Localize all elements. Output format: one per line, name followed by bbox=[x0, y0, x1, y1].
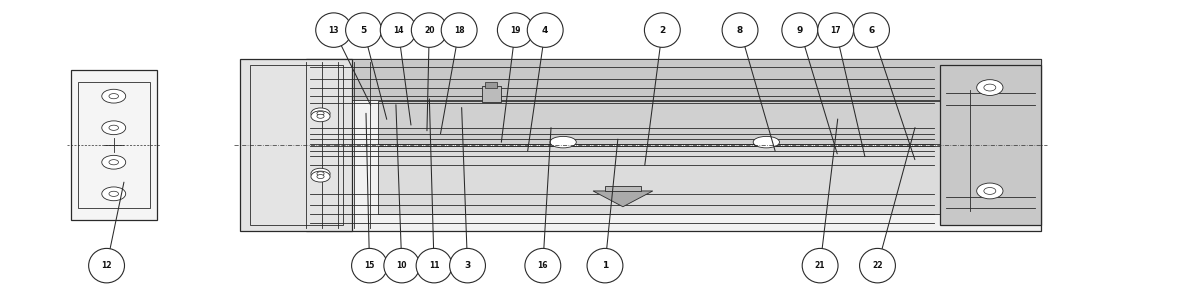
Ellipse shape bbox=[976, 183, 1003, 199]
Text: 8: 8 bbox=[737, 26, 743, 35]
Ellipse shape bbox=[587, 249, 623, 283]
Ellipse shape bbox=[818, 13, 854, 47]
Ellipse shape bbox=[109, 94, 119, 99]
Ellipse shape bbox=[102, 89, 126, 103]
Ellipse shape bbox=[317, 175, 325, 179]
Ellipse shape bbox=[317, 111, 325, 115]
Text: 3: 3 bbox=[465, 261, 471, 270]
Text: 21: 21 bbox=[815, 261, 825, 270]
Bar bbox=[307, 59, 1041, 231]
Text: 22: 22 bbox=[872, 261, 883, 270]
Ellipse shape bbox=[803, 249, 839, 283]
Bar bbox=[250, 65, 343, 225]
Bar bbox=[939, 65, 1041, 225]
Ellipse shape bbox=[102, 187, 126, 201]
Ellipse shape bbox=[645, 13, 680, 47]
Ellipse shape bbox=[89, 249, 125, 283]
Text: 20: 20 bbox=[424, 26, 435, 35]
Ellipse shape bbox=[109, 160, 119, 165]
Text: 14: 14 bbox=[393, 26, 404, 35]
Ellipse shape bbox=[976, 80, 1003, 95]
Ellipse shape bbox=[550, 136, 576, 148]
Text: 19: 19 bbox=[510, 26, 521, 35]
Ellipse shape bbox=[782, 13, 818, 47]
Ellipse shape bbox=[411, 13, 447, 47]
Ellipse shape bbox=[109, 191, 119, 196]
Ellipse shape bbox=[345, 13, 381, 47]
Text: 18: 18 bbox=[454, 26, 465, 35]
Ellipse shape bbox=[416, 249, 452, 283]
Text: 12: 12 bbox=[102, 261, 111, 270]
Text: 15: 15 bbox=[364, 261, 375, 270]
Ellipse shape bbox=[102, 155, 126, 169]
Ellipse shape bbox=[317, 172, 325, 176]
Ellipse shape bbox=[311, 111, 331, 122]
Ellipse shape bbox=[351, 249, 387, 283]
Ellipse shape bbox=[525, 249, 561, 283]
Text: 9: 9 bbox=[797, 26, 803, 35]
Ellipse shape bbox=[527, 13, 563, 47]
Ellipse shape bbox=[722, 13, 758, 47]
Text: 17: 17 bbox=[830, 26, 841, 35]
Bar bbox=[485, 82, 497, 88]
Ellipse shape bbox=[859, 249, 895, 283]
Ellipse shape bbox=[380, 13, 416, 47]
Ellipse shape bbox=[316, 13, 351, 47]
Text: 5: 5 bbox=[361, 26, 367, 35]
Bar bbox=[78, 82, 150, 208]
Ellipse shape bbox=[449, 249, 485, 283]
Bar bbox=[377, 146, 939, 214]
Text: 4: 4 bbox=[541, 26, 549, 35]
Ellipse shape bbox=[754, 136, 780, 148]
Ellipse shape bbox=[102, 121, 126, 135]
Ellipse shape bbox=[311, 168, 331, 179]
Text: 13: 13 bbox=[328, 26, 339, 35]
Text: 16: 16 bbox=[538, 261, 547, 270]
Text: 1: 1 bbox=[601, 261, 609, 270]
Ellipse shape bbox=[441, 13, 477, 47]
Bar bbox=[482, 86, 501, 102]
Bar bbox=[377, 101, 939, 144]
Ellipse shape bbox=[311, 171, 331, 182]
Ellipse shape bbox=[109, 125, 119, 130]
Ellipse shape bbox=[383, 249, 419, 283]
Bar bbox=[241, 59, 351, 231]
Ellipse shape bbox=[854, 13, 889, 47]
Text: 6: 6 bbox=[869, 26, 875, 35]
Bar bbox=[71, 70, 157, 220]
Ellipse shape bbox=[984, 188, 996, 194]
Text: 10: 10 bbox=[397, 261, 407, 270]
Ellipse shape bbox=[311, 108, 331, 119]
Polygon shape bbox=[593, 191, 653, 207]
Ellipse shape bbox=[497, 13, 533, 47]
Bar bbox=[605, 186, 641, 191]
Ellipse shape bbox=[984, 84, 996, 91]
Text: 2: 2 bbox=[659, 26, 665, 35]
Ellipse shape bbox=[317, 114, 325, 118]
Bar bbox=[307, 59, 1041, 100]
Text: 11: 11 bbox=[429, 261, 440, 270]
